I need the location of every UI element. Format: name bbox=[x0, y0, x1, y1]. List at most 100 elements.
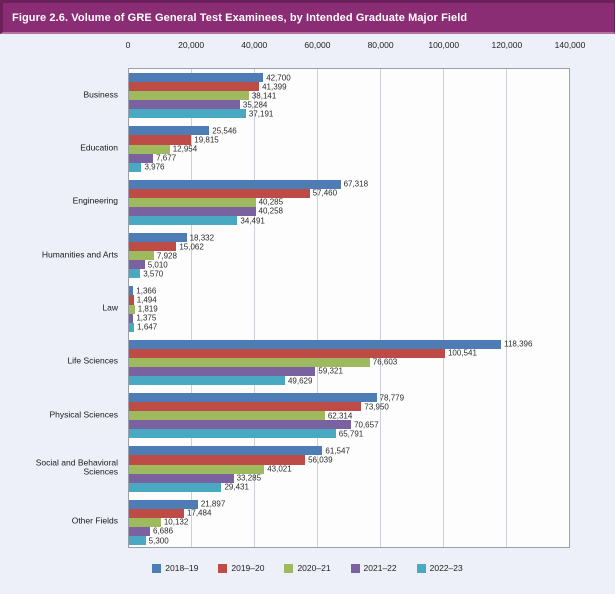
bar-value-label: 7,677 bbox=[156, 153, 177, 163]
category-label: Law bbox=[102, 302, 118, 313]
bar-2020-21 bbox=[129, 464, 265, 474]
legend-swatch-icon bbox=[152, 563, 162, 573]
bar-row: 5,010 bbox=[129, 260, 569, 270]
legend-swatch-icon bbox=[218, 563, 228, 573]
bar-2019-20 bbox=[129, 295, 134, 305]
bar-2020-21 bbox=[129, 144, 170, 154]
figure-title: Figure 2.6. Volume of GRE General Test E… bbox=[12, 11, 468, 24]
bar-value-label: 3,976 bbox=[144, 162, 165, 172]
category-label: Social and Behavioral Sciences bbox=[35, 457, 118, 477]
bar-group: 67,318 57,460 40,285 40,258 34,491 bbox=[129, 176, 569, 229]
bar-2020-21 bbox=[129, 197, 256, 207]
category-label: Life Sciences bbox=[67, 355, 118, 366]
bar-row: 3,976 bbox=[129, 162, 569, 172]
category-axis: Business Education Engineering Humanities a… bbox=[0, 68, 122, 548]
bar-row: 1,366 bbox=[129, 286, 569, 296]
category-label: Engineering bbox=[72, 195, 118, 206]
bar-row: 100,541 bbox=[129, 348, 569, 358]
bar-value-label: 100,541 bbox=[447, 348, 477, 358]
bar-value-label: 17,484 bbox=[186, 508, 212, 518]
category-label: Business bbox=[83, 88, 119, 99]
bar-group: 61,547 56,039 43,021 33,285 29,431 bbox=[129, 442, 569, 495]
bar-row: 6,686 bbox=[129, 526, 569, 537]
bar-value-label: 40,285 bbox=[258, 197, 284, 207]
bar-2021-22 bbox=[129, 366, 316, 377]
bar-row: 7,677 bbox=[129, 153, 569, 163]
x-axis-tick-label: 120,000 bbox=[491, 40, 523, 50]
bar-group: 18,332 15,062 7,928 5,010 3,570 bbox=[129, 229, 569, 282]
bar-row: 15,062 bbox=[129, 242, 569, 252]
bar-value-label: 6,686 bbox=[153, 526, 174, 536]
bar-2020-21 bbox=[129, 251, 154, 261]
bar-2020-21 bbox=[129, 91, 249, 101]
category-label: Education bbox=[80, 142, 118, 153]
bar-2021-22 bbox=[129, 153, 154, 163]
bar-row: 65,791 bbox=[129, 429, 569, 439]
bar-2018-19 bbox=[129, 179, 341, 189]
bar-2022-23 bbox=[129, 216, 238, 226]
bar-2019-20 bbox=[129, 188, 310, 198]
legend-item: 2022–23 bbox=[416, 563, 463, 573]
bar-2018-19 bbox=[129, 339, 502, 349]
bar-row: 18,332 bbox=[129, 233, 569, 243]
bar-2022-23 bbox=[129, 269, 141, 279]
gridline bbox=[254, 69, 256, 547]
figure-title-banner: Figure 2.6. Volume of GRE General Test E… bbox=[0, 0, 615, 34]
x-axis-tick-label: 20,000 bbox=[178, 40, 205, 50]
bar-value-label: 67,318 bbox=[343, 179, 369, 189]
gridline bbox=[379, 69, 381, 547]
bar-row: 12,954 bbox=[129, 144, 569, 154]
bar-2020-21 bbox=[129, 517, 161, 527]
bar-row: 1,494 bbox=[129, 295, 569, 305]
bar-value-label: 10,132 bbox=[163, 517, 189, 527]
bar-value-label: 62,314 bbox=[327, 411, 353, 421]
bar-row: 49,629 bbox=[129, 376, 569, 386]
bar-row: 76,603 bbox=[129, 357, 569, 367]
legend-label: 2022–23 bbox=[429, 563, 463, 573]
bar-2022-23 bbox=[129, 482, 222, 492]
bar-2019-20 bbox=[129, 348, 445, 358]
bar-value-label: 118,396 bbox=[504, 339, 533, 349]
bar-2021-22 bbox=[129, 473, 234, 483]
bar-value-label: 38,141 bbox=[251, 91, 277, 101]
bar-value-label: 59,321 bbox=[318, 366, 343, 376]
bar-group: 1,366 1,494 1,819 1,375 1,647 bbox=[129, 282, 569, 335]
bar-2018-19 bbox=[129, 286, 134, 296]
bar-2019-20 bbox=[129, 242, 177, 252]
x-axis-tick-label: 100,000 bbox=[428, 40, 460, 50]
bar-value-label: 35,284 bbox=[242, 100, 268, 110]
bar-2019-20 bbox=[129, 508, 184, 518]
bar-value-label: 29,431 bbox=[224, 482, 249, 492]
legend-swatch-icon bbox=[284, 563, 294, 573]
bar-2020-21 bbox=[129, 304, 135, 314]
bar-row: 40,258 bbox=[129, 206, 569, 217]
bar-2019-20 bbox=[129, 455, 306, 465]
gridline bbox=[191, 69, 193, 547]
plot-area: 42,700 41,399 38,141 35,284 37,191 25,546 19,8… bbox=[128, 68, 570, 548]
legend-item: 2018–19 bbox=[152, 563, 198, 573]
bar-value-label: 33,285 bbox=[236, 473, 262, 483]
bar-value-label: 1,819 bbox=[137, 304, 158, 314]
bar-row: 41,399 bbox=[129, 82, 569, 92]
bar-row: 62,314 bbox=[129, 411, 569, 421]
bar-value-label: 41,399 bbox=[262, 82, 287, 92]
bar-value-label: 61,547 bbox=[325, 446, 350, 456]
bar-value-label: 65,791 bbox=[338, 429, 364, 439]
bar-value-label: 43,021 bbox=[267, 464, 292, 474]
bar-value-label: 70,657 bbox=[354, 420, 379, 430]
x-axis-tick-label: 60,000 bbox=[304, 40, 331, 50]
bar-row: 56,039 bbox=[129, 455, 569, 465]
x-axis-tick-label: 40,000 bbox=[241, 40, 268, 50]
bar-2019-20 bbox=[129, 82, 260, 92]
bar-value-label: 5,010 bbox=[147, 260, 168, 270]
bar-2021-22 bbox=[129, 260, 145, 270]
bar-2018-19 bbox=[129, 393, 377, 403]
bar-2021-22 bbox=[129, 206, 256, 217]
category-label: Physical Sciences bbox=[49, 408, 118, 419]
bar-value-label: 49,629 bbox=[287, 376, 313, 386]
bar-row: 59,321 bbox=[129, 366, 569, 377]
legend-swatch-icon bbox=[350, 563, 360, 573]
bar-value-label: 40,258 bbox=[258, 206, 283, 216]
gridline bbox=[317, 69, 319, 547]
